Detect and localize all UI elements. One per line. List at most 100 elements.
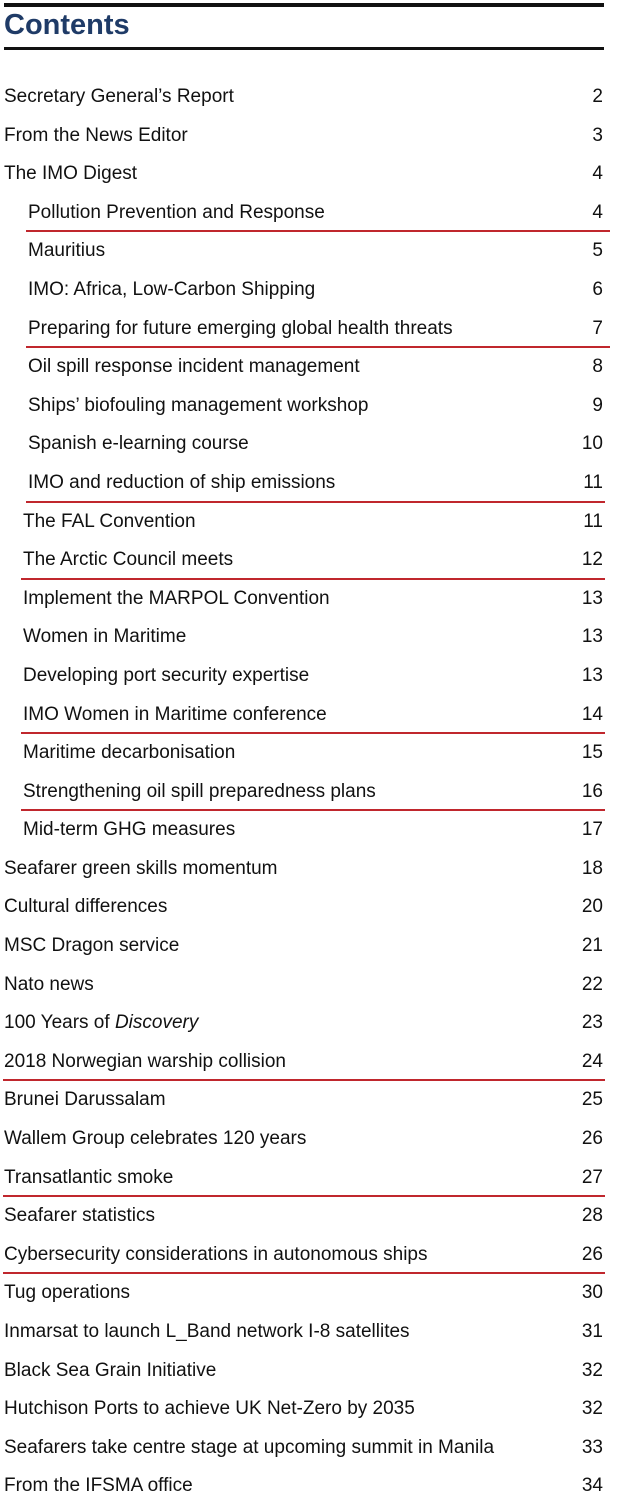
toc-page-number: 11	[583, 510, 603, 532]
toc-entry-title-prefix: 100 Years of	[4, 1012, 115, 1034]
toc-page-number: 24	[581, 1050, 603, 1072]
toc-entry-title: IMO and reduction of ship emissions	[28, 471, 336, 493]
toc-entry[interactable]: Mid-term GHG measures 17	[0, 811, 623, 850]
toc-entry-title: The IMO Digest	[4, 163, 138, 185]
toc-entry-title: Oil spill response incident management	[28, 356, 360, 378]
page-title: Contents	[4, 9, 130, 41]
toc-entry-title: Brunei Darussalam	[4, 1089, 166, 1111]
toc-page-number: 7	[592, 317, 603, 339]
toc-page-number: 2	[592, 86, 603, 107]
toc-entry-title: Seafarers take centre stage at upcoming …	[4, 1436, 495, 1458]
toc-entry-title: Black Sea Grain Initiative	[4, 1359, 217, 1381]
toc-entry[interactable]: Spanish e-learning course 10	[0, 425, 623, 464]
table-of-contents: Secretary General’s Report 2 From the New…	[0, 78, 623, 1506]
toc-entry-title: 100 Years of Discovery	[4, 1004, 198, 1042]
toc-entry-title: Maritime decarbonisation	[23, 742, 236, 764]
toc-entry[interactable]: Seafarer statistics 28	[0, 1197, 623, 1236]
toc-page-number: 21	[581, 935, 603, 957]
toc-entry-title: Pollution Prevention and Response	[28, 201, 325, 223]
toc-entry[interactable]: Nato news 22	[0, 966, 623, 1005]
toc-entry[interactable]: Cybersecurity considerations in autonomo…	[0, 1236, 623, 1275]
toc-page-number: 9	[592, 394, 603, 416]
toc-page-number: 32	[581, 1359, 603, 1381]
toc-page-number: 26	[581, 1243, 603, 1265]
toc-entry[interactable]: Ships’ biofouling management workshop 9	[0, 387, 623, 426]
toc-entry-title: Implement the MARPOL Convention	[23, 587, 330, 609]
toc-entry-title: Nato news	[4, 973, 94, 995]
toc-page-number: 27	[581, 1166, 603, 1188]
toc-entry[interactable]: Secretary General’s Report 2	[0, 78, 623, 117]
toc-entry[interactable]: IMO Women in Maritime conference 14	[0, 696, 623, 735]
toc-entry-title: From the News Editor	[4, 124, 188, 146]
toc-entry[interactable]: Developing port security expertise 13	[0, 657, 623, 696]
toc-page-number: 23	[581, 1012, 603, 1034]
toc-entry[interactable]: Tug operations 30	[0, 1274, 623, 1313]
toc-entry[interactable]: From the IFSMA office 34	[0, 1467, 623, 1506]
title-rule	[4, 47, 604, 50]
toc-entry[interactable]: Maritime decarbonisation 15	[0, 734, 623, 773]
toc-page-number: 16	[581, 780, 603, 802]
toc-entry[interactable]: Black Sea Grain Initiative 32	[0, 1352, 623, 1391]
toc-entry[interactable]: The Arctic Council meets 12	[0, 541, 623, 580]
top-rule	[4, 3, 604, 7]
toc-page-number: 6	[592, 278, 603, 300]
toc-page-number: 15	[581, 742, 603, 764]
toc-page-number: 5	[592, 240, 603, 262]
toc-page-number: 8	[592, 356, 603, 378]
toc-entry-title: Preparing for future emerging global hea…	[28, 317, 453, 339]
toc-entry[interactable]: The FAL Convention 11	[0, 503, 623, 542]
toc-entry-title: The FAL Convention	[23, 510, 196, 532]
toc-entry[interactable]: The IMO Digest 4	[0, 155, 623, 194]
toc-page-number: 26	[581, 1128, 603, 1150]
toc-entry[interactable]: Women in Maritime 13	[0, 618, 623, 657]
toc-page-number: 22	[581, 973, 603, 995]
toc-entry-title: Seafarer green skills momentum	[4, 857, 278, 879]
toc-entry[interactable]: Seafarer green skills momentum 18	[0, 850, 623, 889]
toc-entry-title: Secretary General’s Report	[4, 86, 234, 107]
toc-page-number: 10	[581, 433, 603, 455]
toc-page-number: 30	[581, 1282, 603, 1304]
toc-entry[interactable]: Strengthening oil spill preparedness pla…	[0, 773, 623, 812]
toc-entry[interactable]: Implement the MARPOL Convention 13	[0, 580, 623, 619]
toc-page-number: 3	[592, 124, 603, 146]
toc-entry-title: The Arctic Council meets	[23, 549, 234, 571]
toc-entry-title: Strengthening oil spill preparedness pla…	[23, 780, 376, 802]
toc-entry-title: Women in Maritime	[23, 626, 187, 648]
toc-entry[interactable]: IMO: Africa, Low-Carbon Shipping 6	[0, 271, 623, 310]
toc-entry-title: MSC Dragon service	[4, 935, 180, 957]
toc-entry-title: Mid-term GHG measures	[23, 819, 236, 841]
toc-entry[interactable]: Transatlantic smoke 27	[0, 1159, 623, 1198]
toc-entry-title: Mauritius	[28, 240, 106, 262]
toc-page-number: 32	[581, 1398, 603, 1420]
toc-page-number: 18	[581, 857, 603, 879]
toc-entry[interactable]: Wallem Group celebrates 120 years 26	[0, 1120, 623, 1159]
toc-entry[interactable]: 2018 Norwegian warship collision 24	[0, 1043, 623, 1082]
toc-entry[interactable]: IMO and reduction of ship emissions 11	[0, 464, 623, 503]
toc-entry-title: 2018 Norwegian warship collision	[4, 1050, 286, 1072]
toc-entry[interactable]: Preparing for future emerging global hea…	[0, 310, 623, 349]
toc-entry[interactable]: Seafarers take centre stage at upcoming …	[0, 1429, 623, 1468]
toc-entry-title: Developing port security expertise	[23, 664, 310, 686]
toc-entry[interactable]: Pollution Prevention and Response 4	[0, 194, 623, 233]
toc-page-number: 31	[581, 1321, 603, 1342]
toc-entry[interactable]: Brunei Darussalam 25	[0, 1081, 623, 1120]
toc-entry[interactable]: Hutchison Ports to achieve UK Net-Zero b…	[0, 1390, 623, 1429]
toc-page-number: 13	[581, 626, 603, 648]
toc-page-number: 33	[581, 1436, 603, 1458]
toc-entry-title-italic: Discovery	[114, 1012, 199, 1034]
toc-page-number: 4	[592, 163, 603, 185]
toc-entry[interactable]: MSC Dragon service 21	[0, 927, 623, 966]
toc-page-number: 20	[581, 896, 603, 918]
toc-page-number: 14	[581, 703, 603, 725]
toc-entry[interactable]: Cultural differences 20	[0, 888, 623, 927]
toc-entry-title: Ships’ biofouling management workshop	[28, 394, 369, 416]
toc-entry[interactable]: 100 Years of Discovery 23	[0, 1004, 623, 1043]
toc-entry[interactable]: From the News Editor 3	[0, 117, 623, 156]
toc-entry-title: Cultural differences	[4, 896, 168, 918]
toc-page-number: 13	[581, 664, 603, 686]
toc-entry[interactable]: Mauritius 5	[0, 232, 623, 271]
toc-entry[interactable]: Oil spill response incident management 8	[0, 348, 623, 387]
toc-entry-title: Tug operations	[4, 1282, 131, 1304]
toc-entry-title: Seafarer statistics	[4, 1205, 155, 1227]
toc-entry[interactable]: Inmarsat to launch L_Band network I-8 sa…	[0, 1313, 623, 1352]
